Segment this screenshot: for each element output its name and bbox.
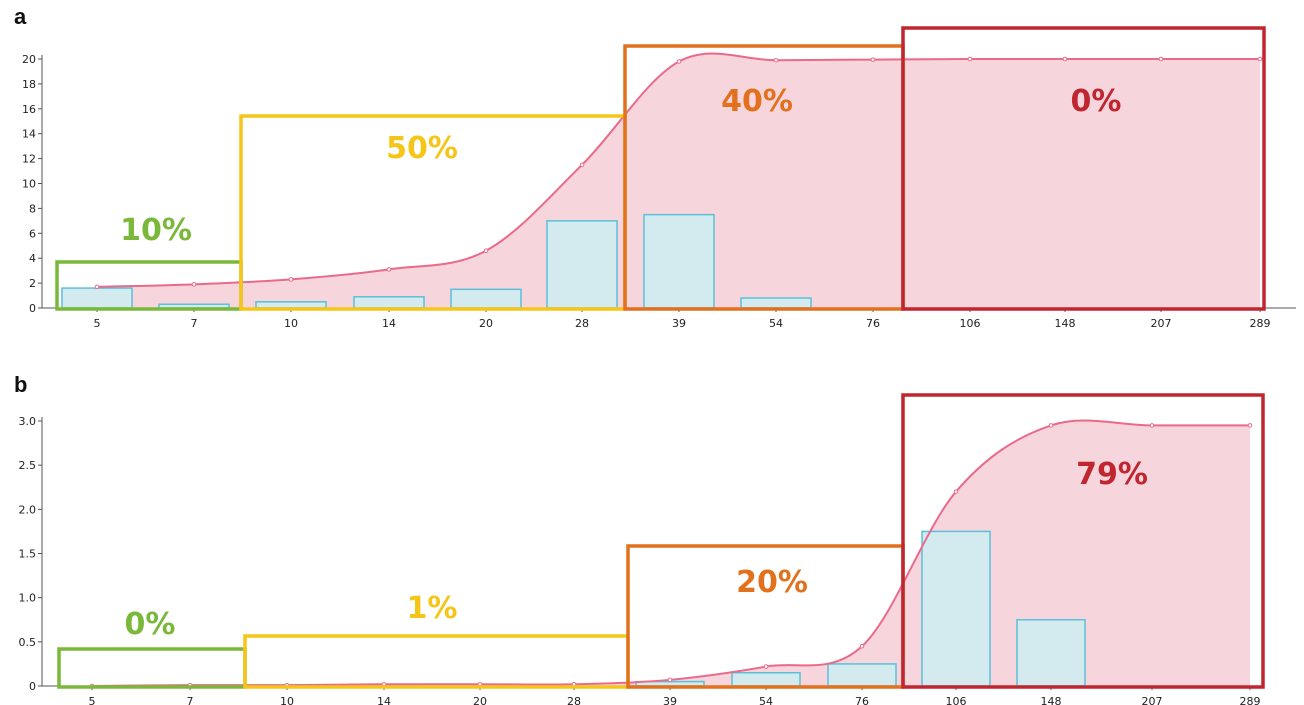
curve-point-207 (1158, 56, 1164, 62)
x-tick-label: 39 (672, 317, 686, 330)
bar-54 (731, 672, 801, 687)
curve-point-7 (191, 282, 197, 287)
panel-label-a: a (14, 4, 27, 29)
x-tick-label: 39 (663, 695, 677, 705)
curve-point-54 (773, 57, 779, 63)
curve-point-5 (94, 284, 100, 290)
y-tick-label: 1.5 (19, 548, 37, 561)
x-tick-label: 54 (769, 317, 783, 330)
bar-28 (546, 220, 618, 309)
curve-point-106 (953, 489, 959, 494)
y-tick-label: 12 (22, 153, 36, 166)
region-box-79pct (901, 393, 1265, 689)
curve-point-289 (1257, 56, 1263, 62)
region-box-0pct (57, 647, 247, 689)
curve-point-148 (1062, 56, 1068, 62)
x-tick-label: 207 (1151, 317, 1172, 330)
x-tick-label: 7 (187, 695, 194, 705)
y-tick-label: 3.0 (19, 415, 37, 428)
bar-106 (921, 530, 991, 687)
x-tick-label: 5 (89, 695, 96, 705)
y-tick-label: 0 (29, 680, 36, 693)
y-tick-label: 6 (29, 227, 36, 240)
y-tick-label: 2 (29, 277, 36, 290)
x-tick-label: 20 (479, 317, 493, 330)
x-tick-label: 148 (1041, 695, 1062, 705)
y-tick-label: 0 (29, 302, 36, 315)
bar-10 (255, 301, 327, 309)
curve-point-148 (1048, 423, 1054, 428)
curve-point-54 (763, 664, 769, 669)
curve-point-39 (676, 59, 682, 64)
y-tick-label: 4 (29, 252, 36, 265)
y-tick-label: 14 (22, 128, 36, 141)
x-tick-label: 148 (1055, 317, 1076, 330)
bar-148 (1016, 619, 1086, 687)
region-box-0pct (901, 26, 1266, 311)
region-percentage-label: 10% (120, 213, 192, 248)
y-tick-label: 1.0 (19, 592, 37, 605)
region-box-1pct (243, 634, 630, 689)
y-tick-label: 16 (22, 103, 36, 116)
x-tick-label: 10 (284, 317, 298, 330)
x-tick-label: 207 (1142, 695, 1163, 705)
curve-point-20 (483, 248, 489, 254)
x-tick-label: 5 (94, 317, 101, 330)
bar-14 (353, 296, 425, 309)
y-tick-label: 8 (29, 202, 36, 215)
bar-54 (740, 297, 812, 309)
cumulative-area (97, 53, 1260, 308)
y-tick-label: 18 (22, 78, 36, 91)
curve-point-39 (667, 677, 673, 683)
chart-panel-b: 0 0.5 1.0 1.5 2.0 2.5 3.0 5 7 10 14 20 28 39 54 76 106 14… (19, 393, 1265, 705)
region-percentage-label: 50% (386, 131, 458, 166)
y-tick-label: 0.5 (19, 636, 37, 649)
curve-point-76 (859, 643, 865, 649)
region-percentage-label: 40% (721, 84, 793, 119)
x-tick-label: 14 (377, 695, 391, 705)
curve-point-76 (870, 57, 876, 62)
x-tick-label: 10 (280, 695, 294, 705)
x-tick-label: 7 (191, 317, 198, 330)
x-tick-label: 28 (567, 695, 581, 705)
chart-panel-a: 0 2 4 6 8 10 12 14 16 18 20 5 7 10 14 20 28 39 54 76 106 148 2… (22, 26, 1296, 330)
x-tick-label: 14 (382, 317, 396, 330)
region-percentage-label: 0% (1071, 84, 1122, 119)
y-tick-label: 2.5 (19, 459, 37, 472)
region-percentage-label: 0% (125, 607, 176, 642)
panel-label-b: b (14, 372, 28, 397)
x-tick-label: 28 (575, 317, 589, 330)
region-percentage-label: 79% (1076, 457, 1148, 492)
bar-76 (827, 663, 897, 687)
curve-point-207 (1149, 423, 1155, 428)
curve-point-10 (288, 277, 294, 282)
curve-point-14 (386, 267, 392, 272)
y-tick-label: 10 (22, 178, 36, 191)
x-tick-label: 289 (1240, 695, 1261, 705)
bar-5 (61, 287, 133, 309)
bar-20 (450, 288, 522, 309)
curve-point-28 (579, 162, 585, 168)
y-tick-label: 2.0 (19, 503, 37, 516)
y-tick-label: 20 (22, 53, 36, 66)
x-tick-label: 54 (759, 695, 773, 705)
region-percentage-label: 20% (736, 565, 808, 600)
x-tick-label: 106 (946, 695, 967, 705)
curve-point-106 (967, 56, 973, 62)
x-tick-label: 106 (960, 317, 981, 330)
x-tick-label: 76 (866, 317, 880, 330)
x-tick-label: 20 (473, 695, 487, 705)
region-percentage-label: 1% (407, 591, 458, 626)
x-tick-label: 289 (1250, 317, 1271, 330)
curve-point-289 (1247, 423, 1253, 428)
bar-39 (643, 213, 715, 309)
x-tick-label: 76 (855, 695, 869, 705)
